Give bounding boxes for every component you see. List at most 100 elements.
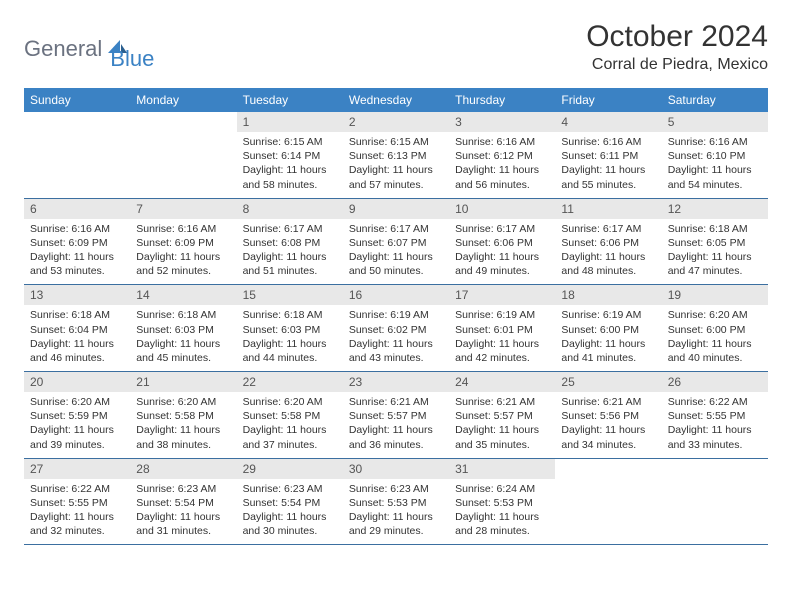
calendar-day-cell: 6Sunrise: 6:16 AMSunset: 6:09 PMDaylight… <box>24 198 130 285</box>
calendar-day-cell: 1Sunrise: 6:15 AMSunset: 6:14 PMDaylight… <box>237 112 343 198</box>
calendar-week-row: 6Sunrise: 6:16 AMSunset: 6:09 PMDaylight… <box>24 198 768 285</box>
day-details: Sunrise: 6:20 AMSunset: 5:58 PMDaylight:… <box>130 392 236 458</box>
day-details: Sunrise: 6:15 AMSunset: 6:13 PMDaylight:… <box>343 132 449 198</box>
day-number: 31 <box>449 459 555 479</box>
sunset-text: Sunset: 6:03 PM <box>243 323 337 337</box>
sunrise-text: Sunrise: 6:23 AM <box>243 482 337 496</box>
calendar-day-cell <box>555 458 661 545</box>
sunset-text: Sunset: 5:57 PM <box>455 409 549 423</box>
day-details: Sunrise: 6:18 AMSunset: 6:04 PMDaylight:… <box>24 305 130 371</box>
calendar-day-cell: 13Sunrise: 6:18 AMSunset: 6:04 PMDayligh… <box>24 285 130 372</box>
calendar-day-cell: 3Sunrise: 6:16 AMSunset: 6:12 PMDaylight… <box>449 112 555 198</box>
sunset-text: Sunset: 6:01 PM <box>455 323 549 337</box>
calendar-day-cell: 14 Sunrise: 6:18 AMSunset: 6:03 PMDayligh… <box>130 285 236 372</box>
day-details: Sunrise: 6:21 AMSunset: 5:57 PMDaylight:… <box>449 392 555 458</box>
day-number: 1 <box>237 112 343 132</box>
daylight-text: Daylight: 11 hours and 30 minutes. <box>243 510 337 538</box>
day-number: 6 <box>24 199 130 219</box>
sunrise-text: Sunrise: 6:21 AM <box>455 395 549 409</box>
calendar-day-cell: 12Sunrise: 6:18 AMSunset: 6:05 PMDayligh… <box>662 198 768 285</box>
calendar-day-cell <box>24 112 130 198</box>
calendar-day-cell <box>662 458 768 545</box>
day-number: 18 <box>555 285 661 305</box>
calendar-day-cell: 28Sunrise: 6:23 AMSunset: 5:54 PMDayligh… <box>130 458 236 545</box>
daylight-text: Daylight: 11 hours and 55 minutes. <box>561 163 655 191</box>
day-number: 8 <box>237 199 343 219</box>
daylight-text: Daylight: 11 hours and 50 minutes. <box>349 250 443 278</box>
calendar-week-row: 1Sunrise: 6:15 AMSunset: 6:14 PMDaylight… <box>24 112 768 198</box>
sunset-text: Sunset: 6:06 PM <box>561 236 655 250</box>
daylight-text: Daylight: 11 hours and 35 minutes. <box>455 423 549 451</box>
sunrise-text: Sunrise: 6:16 AM <box>455 135 549 149</box>
sunrise-text: Sunrise: 6:18 AM <box>668 222 762 236</box>
calendar-day-cell: 15Sunrise: 6:18 AMSunset: 6:03 PMDayligh… <box>237 285 343 372</box>
day-details: Sunrise: 6:16 AMSunset: 6:09 PMDaylight:… <box>24 219 130 285</box>
sunset-text: Sunset: 6:03 PM <box>136 323 230 337</box>
day-number: 11 <box>555 199 661 219</box>
day-details: Sunrise: 6:18 AMSunset: 6:03 PMDaylight:… <box>237 305 343 371</box>
daylight-text: Daylight: 11 hours and 49 minutes. <box>455 250 549 278</box>
day-number: 14 <box>130 285 236 305</box>
calendar-week-row: 20Sunrise: 6:20 AMSunset: 5:59 PMDayligh… <box>24 372 768 459</box>
calendar-day-cell: 8Sunrise: 6:17 AMSunset: 6:08 PMDaylight… <box>237 198 343 285</box>
daylight-text: Daylight: 11 hours and 41 minutes. <box>561 337 655 365</box>
day-number: 17 <box>449 285 555 305</box>
calendar-day-cell: 4Sunrise: 6:16 AMSunset: 6:11 PMDaylight… <box>555 112 661 198</box>
calendar-day-cell: 7Sunrise: 6:16 AMSunset: 6:09 PMDaylight… <box>130 198 236 285</box>
day-details: Sunrise: 6:23 AMSunset: 5:54 PMDaylight:… <box>130 479 236 545</box>
calendar-day-cell: 19Sunrise: 6:20 AMSunset: 6:00 PMDayligh… <box>662 285 768 372</box>
day-details: Sunrise: 6:15 AMSunset: 6:14 PMDaylight:… <box>237 132 343 198</box>
sunrise-text: Sunrise: 6:19 AM <box>349 308 443 322</box>
sunrise-text: Sunrise: 6:20 AM <box>243 395 337 409</box>
day-number: 4 <box>555 112 661 132</box>
weekday-header: Friday <box>555 88 661 112</box>
brand-part2: Blue <box>110 46 154 72</box>
day-number: 19 <box>662 285 768 305</box>
day-details: Sunrise: 6:21 AMSunset: 5:57 PMDaylight:… <box>343 392 449 458</box>
sunrise-text: Sunrise: 6:17 AM <box>349 222 443 236</box>
calendar-day-cell: 11Sunrise: 6:17 AMSunset: 6:06 PMDayligh… <box>555 198 661 285</box>
sunrise-text: Sunrise: 6:20 AM <box>136 395 230 409</box>
sunrise-text: Sunrise: 6:21 AM <box>561 395 655 409</box>
sunset-text: Sunset: 5:55 PM <box>668 409 762 423</box>
daylight-text: Daylight: 11 hours and 44 minutes. <box>243 337 337 365</box>
daylight-text: Daylight: 11 hours and 52 minutes. <box>136 250 230 278</box>
daylight-text: Daylight: 11 hours and 46 minutes. <box>30 337 124 365</box>
calendar-day-cell: 23Sunrise: 6:21 AMSunset: 5:57 PMDayligh… <box>343 372 449 459</box>
daylight-text: Daylight: 11 hours and 45 minutes. <box>136 337 230 365</box>
brand-logo: General Blue <box>24 20 154 72</box>
daylight-text: Daylight: 11 hours and 58 minutes. <box>243 163 337 191</box>
calendar-day-cell: 31Sunrise: 6:24 AMSunset: 5:53 PMDayligh… <box>449 458 555 545</box>
day-number: 20 <box>24 372 130 392</box>
sunrise-text: Sunrise: 6:18 AM <box>136 308 230 322</box>
daylight-text: Daylight: 11 hours and 36 minutes. <box>349 423 443 451</box>
sunset-text: Sunset: 6:02 PM <box>349 323 443 337</box>
daylight-text: Daylight: 11 hours and 51 minutes. <box>243 250 337 278</box>
sunset-text: Sunset: 5:56 PM <box>561 409 655 423</box>
calendar-week-row: 13Sunrise: 6:18 AMSunset: 6:04 PMDayligh… <box>24 285 768 372</box>
sunset-text: Sunset: 5:58 PM <box>243 409 337 423</box>
daylight-text: Daylight: 11 hours and 28 minutes. <box>455 510 549 538</box>
day-details: Sunrise: 6:16 AMSunset: 6:10 PMDaylight:… <box>662 132 768 198</box>
calendar-day-cell <box>130 112 236 198</box>
day-details: Sunrise: 6:23 AMSunset: 5:53 PMDaylight:… <box>343 479 449 545</box>
day-number: 5 <box>662 112 768 132</box>
sunrise-text: Sunrise: 6:23 AM <box>349 482 443 496</box>
sunset-text: Sunset: 6:04 PM <box>30 323 124 337</box>
sunset-text: Sunset: 6:09 PM <box>136 236 230 250</box>
calendar-week-row: 27Sunrise: 6:22 AMSunset: 5:55 PMDayligh… <box>24 458 768 545</box>
sunset-text: Sunset: 6:00 PM <box>561 323 655 337</box>
day-details: Sunrise: 6:18 AMSunset: 6:05 PMDaylight:… <box>662 219 768 285</box>
daylight-text: Daylight: 11 hours and 39 minutes. <box>30 423 124 451</box>
calendar-day-cell: 18Sunrise: 6:19 AMSunset: 6:00 PMDayligh… <box>555 285 661 372</box>
daylight-text: Daylight: 11 hours and 34 minutes. <box>561 423 655 451</box>
sunset-text: Sunset: 5:53 PM <box>455 496 549 510</box>
weekday-header: Saturday <box>662 88 768 112</box>
sunrise-text: Sunrise: 6:16 AM <box>136 222 230 236</box>
daylight-text: Daylight: 11 hours and 33 minutes. <box>668 423 762 451</box>
header: General Blue October 2024 Corral de Pied… <box>24 20 768 74</box>
day-details: Sunrise: 6:20 AMSunset: 6:00 PMDaylight:… <box>662 305 768 371</box>
day-number: 9 <box>343 199 449 219</box>
day-number: 27 <box>24 459 130 479</box>
sunrise-text: Sunrise: 6:23 AM <box>136 482 230 496</box>
